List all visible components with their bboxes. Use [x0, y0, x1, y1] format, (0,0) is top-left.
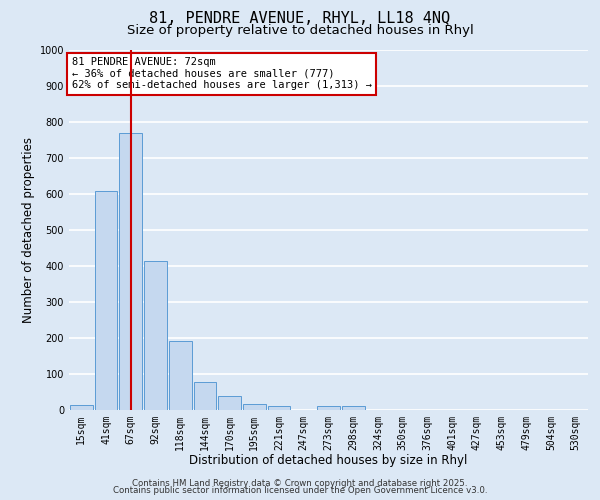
Bar	[169, 340, 191, 410]
Bar	[70, 404, 93, 410]
Y-axis label: Number of detached properties: Number of detached properties	[22, 137, 35, 323]
Bar	[268, 406, 290, 410]
Text: 81, PENDRE AVENUE, RHYL, LL18 4NQ: 81, PENDRE AVENUE, RHYL, LL18 4NQ	[149, 11, 451, 26]
Bar	[95, 192, 118, 410]
Bar	[194, 382, 216, 410]
Bar	[218, 396, 241, 410]
Text: Contains HM Land Registry data © Crown copyright and database right 2025.: Contains HM Land Registry data © Crown c…	[132, 478, 468, 488]
Bar	[342, 406, 365, 410]
Bar	[317, 406, 340, 410]
Text: Contains public sector information licensed under the Open Government Licence v3: Contains public sector information licen…	[113, 486, 487, 495]
Bar	[243, 404, 266, 410]
Bar	[144, 260, 167, 410]
Text: Size of property relative to detached houses in Rhyl: Size of property relative to detached ho…	[127, 24, 473, 37]
Text: 81 PENDRE AVENUE: 72sqm
← 36% of detached houses are smaller (777)
62% of semi-d: 81 PENDRE AVENUE: 72sqm ← 36% of detache…	[71, 57, 371, 90]
X-axis label: Distribution of detached houses by size in Rhyl: Distribution of detached houses by size …	[190, 454, 467, 468]
Bar	[119, 133, 142, 410]
